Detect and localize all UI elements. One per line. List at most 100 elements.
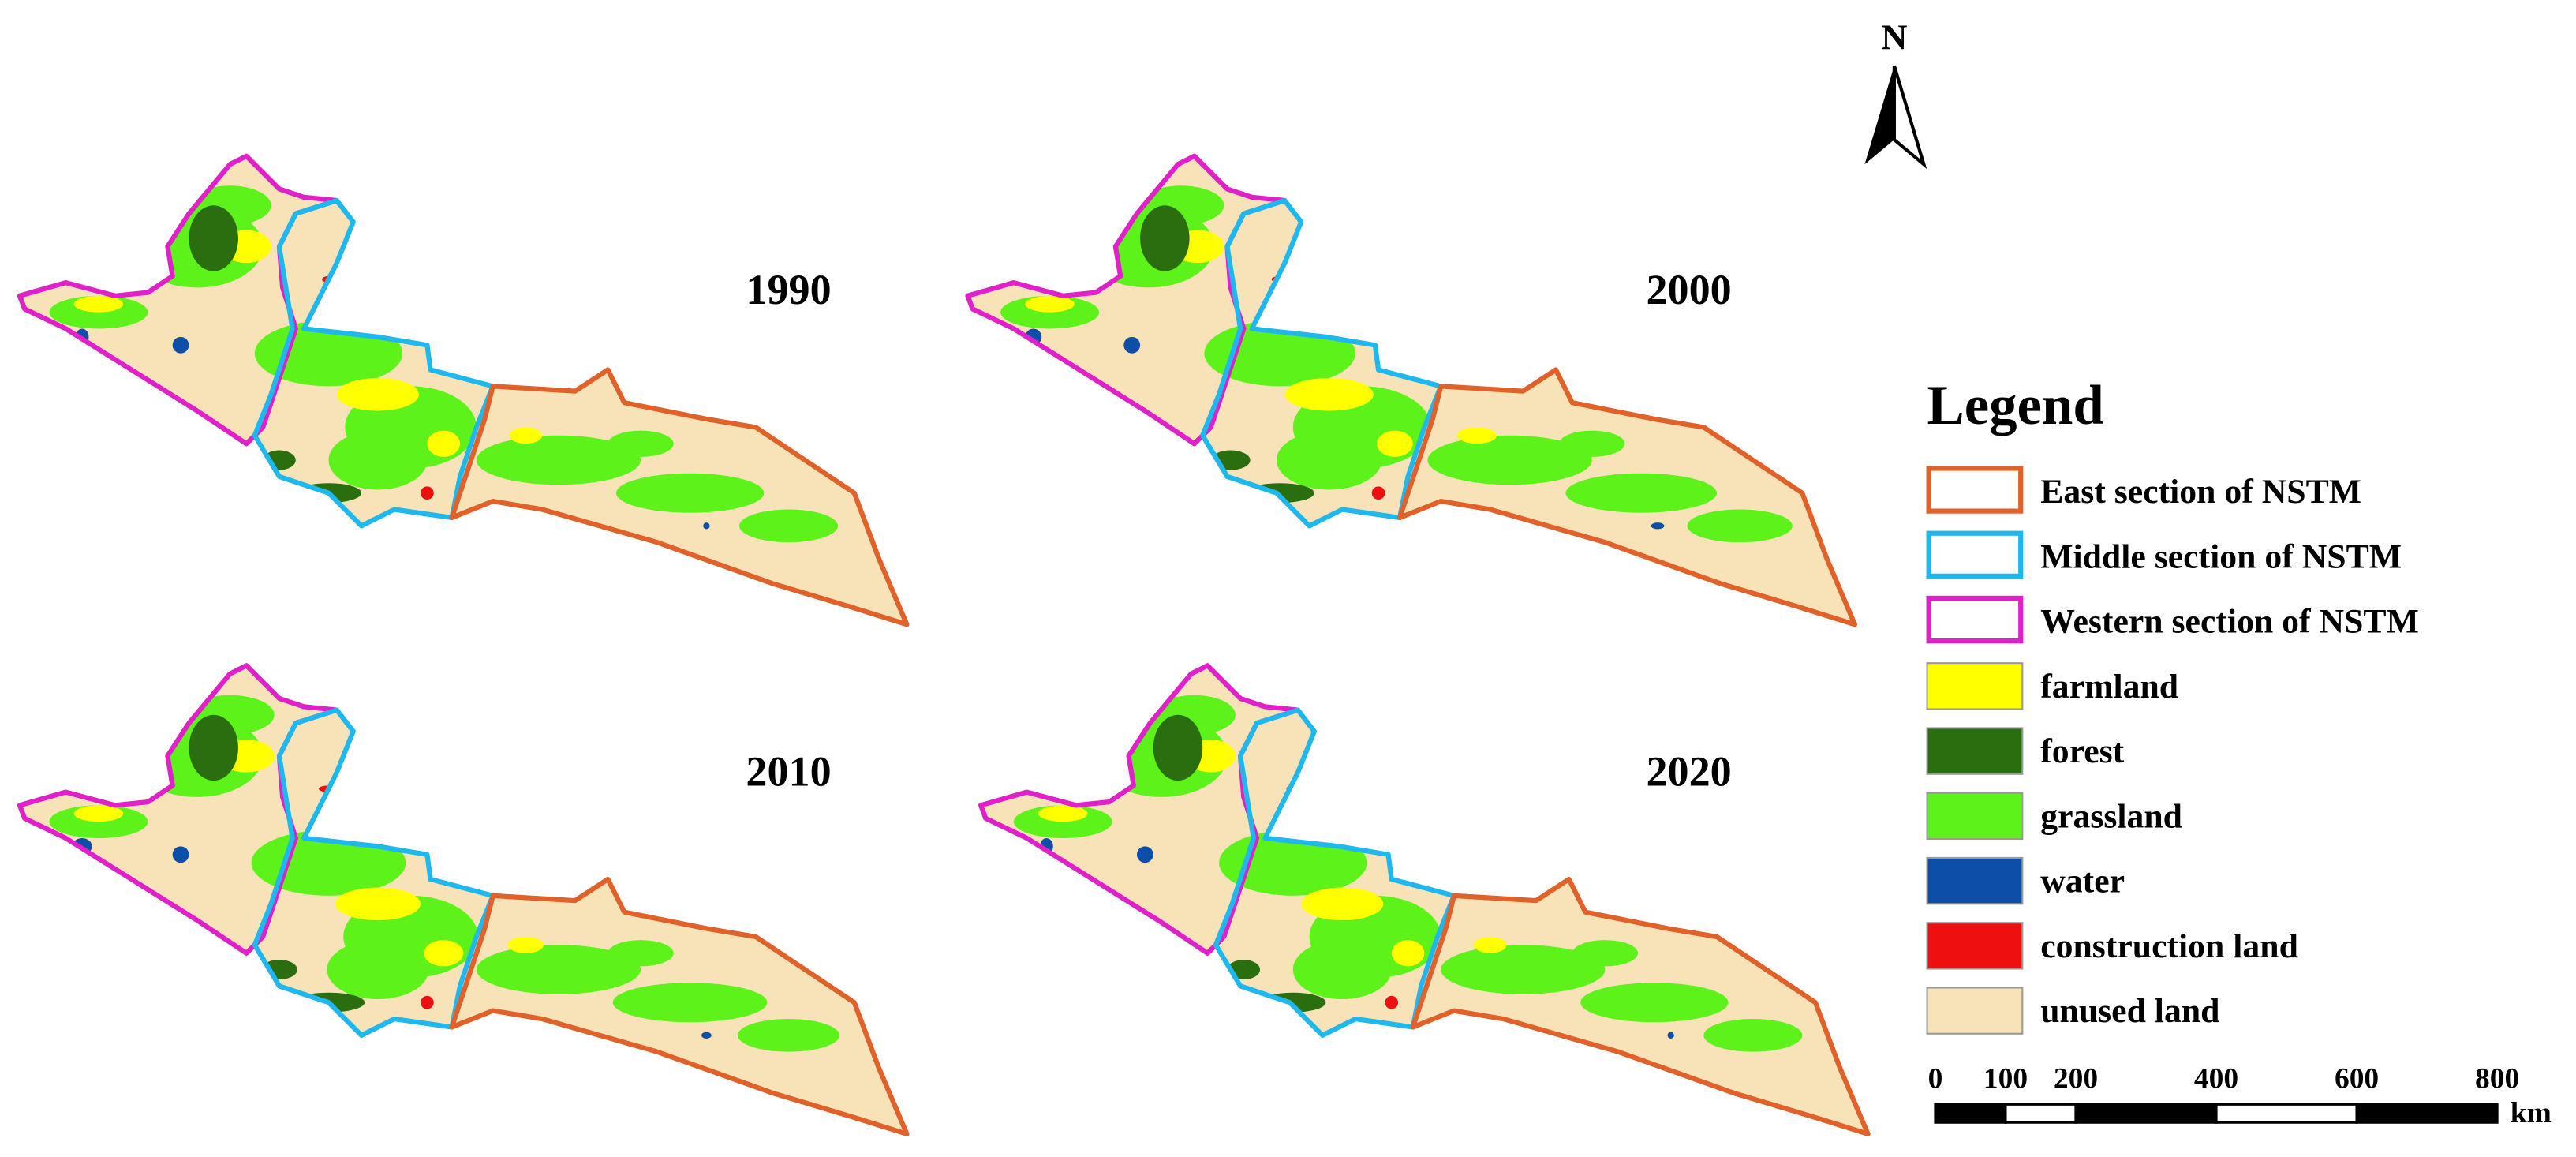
- land-patch: [608, 940, 674, 967]
- land-patch: [1038, 805, 1088, 822]
- legend-label: construction land: [2040, 927, 2298, 965]
- land-patch: [701, 1032, 712, 1039]
- east-outline: [1410, 876, 1871, 1136]
- legend-swatch: [1926, 466, 2024, 514]
- land-patch: [1427, 435, 1592, 485]
- land-patch: [189, 205, 238, 271]
- map-panel: [978, 663, 1871, 1136]
- land-use: [967, 155, 1855, 625]
- land-patch: [615, 473, 765, 513]
- legend-label: Middle section of NSTM: [2040, 537, 2402, 575]
- land-patch: [1276, 430, 1382, 490]
- legend-label: forest: [2040, 732, 2124, 770]
- map-year: 2020: [1646, 747, 1731, 795]
- land-patch: [1385, 995, 1399, 1009]
- land-patch: [476, 435, 641, 485]
- legend-label: Western section of NSTM: [2040, 603, 2419, 641]
- land-patch: [336, 377, 419, 411]
- scale-unit: km: [2511, 1097, 2552, 1129]
- land-patch: [703, 522, 710, 530]
- land-patch: [328, 430, 428, 490]
- land-patch: [1441, 945, 1606, 994]
- land-patch: [427, 430, 461, 457]
- scale-segment: [2215, 1103, 2358, 1124]
- middle-outline: [1200, 197, 1444, 529]
- scale-label: 800: [2475, 1062, 2519, 1095]
- land-patch: [739, 509, 838, 543]
- land-patch: [172, 846, 189, 863]
- land-patch: [1667, 1032, 1674, 1039]
- land-patch: [1292, 940, 1392, 1000]
- scale-segment: [2074, 1103, 2218, 1124]
- legend-swatch: [1926, 922, 2024, 970]
- land-patch: [335, 887, 421, 921]
- land-patch: [421, 995, 434, 1009]
- land-patch: [1687, 509, 1793, 543]
- legend-label: grassland: [2040, 797, 2182, 835]
- legend-label: farmland: [2040, 668, 2178, 706]
- land-patch: [1301, 887, 1384, 921]
- land-patch: [172, 336, 189, 354]
- land-patch: [1136, 846, 1153, 863]
- land-patch: [1284, 377, 1374, 411]
- land-patch: [612, 983, 768, 1023]
- legend-title: Legend: [1927, 375, 2104, 436]
- legend-swatch: [1926, 662, 2024, 710]
- land-use: [19, 665, 907, 1134]
- scale-segment: [2355, 1103, 2499, 1124]
- land-patch: [1651, 522, 1665, 530]
- east-outline: [1396, 367, 1858, 627]
- land-patch: [737, 1019, 840, 1052]
- legend-swatch: [1926, 987, 2024, 1035]
- land-patch: [507, 936, 544, 953]
- map-year: 2010: [746, 747, 831, 795]
- land-base: [19, 665, 907, 1134]
- land-patch: [424, 940, 464, 967]
- north-arrow-right: [1892, 65, 1927, 170]
- land-patch: [509, 427, 543, 444]
- east-outline: [449, 367, 910, 627]
- scale-label: 600: [2335, 1062, 2379, 1095]
- land-base: [981, 665, 1868, 1134]
- scale-label: 0: [1928, 1062, 1943, 1095]
- scale-segment: [1934, 1103, 2007, 1124]
- land-patch: [1559, 430, 1625, 457]
- land-patch: [1457, 427, 1497, 444]
- legend-label: unused land: [2040, 992, 2219, 1030]
- land-use: [981, 665, 1868, 1134]
- scale-segment: [2004, 1103, 2077, 1124]
- map-panel: [17, 663, 910, 1136]
- middle-outline: [252, 707, 495, 1038]
- map-year: 2000: [1646, 266, 1731, 313]
- map-panel: [965, 153, 1858, 627]
- map-panel: [17, 153, 910, 627]
- land-patch: [327, 940, 429, 1000]
- legend-swatch: [1926, 727, 2024, 775]
- scale-label: 400: [2194, 1062, 2238, 1095]
- land-patch: [1572, 940, 1639, 967]
- land-patch: [1703, 1019, 1803, 1052]
- map-year: 1990: [746, 266, 831, 313]
- legend-swatch: [1926, 595, 2024, 644]
- north-label: N: [1881, 17, 1907, 57]
- land-patch: [1580, 983, 1729, 1023]
- land-patch: [73, 295, 124, 313]
- land-base: [19, 155, 907, 625]
- land-patch: [1473, 936, 1507, 953]
- land-patch: [1140, 205, 1190, 271]
- land-patch: [73, 805, 124, 822]
- land-patch: [476, 945, 641, 994]
- scale-label: 100: [1983, 1062, 2028, 1095]
- land-patch: [189, 714, 238, 781]
- land-patch: [1371, 486, 1385, 500]
- land-patch: [1391, 940, 1425, 967]
- land-patch: [1376, 430, 1413, 457]
- land-base: [967, 155, 1855, 625]
- land-patch: [608, 430, 674, 457]
- middle-outline: [1213, 707, 1456, 1038]
- legend-swatch: [1926, 530, 2024, 578]
- legend-label: water: [2040, 863, 2125, 901]
- land-patch: [1153, 714, 1203, 781]
- legend-label: East section of NSTM: [2040, 473, 2361, 511]
